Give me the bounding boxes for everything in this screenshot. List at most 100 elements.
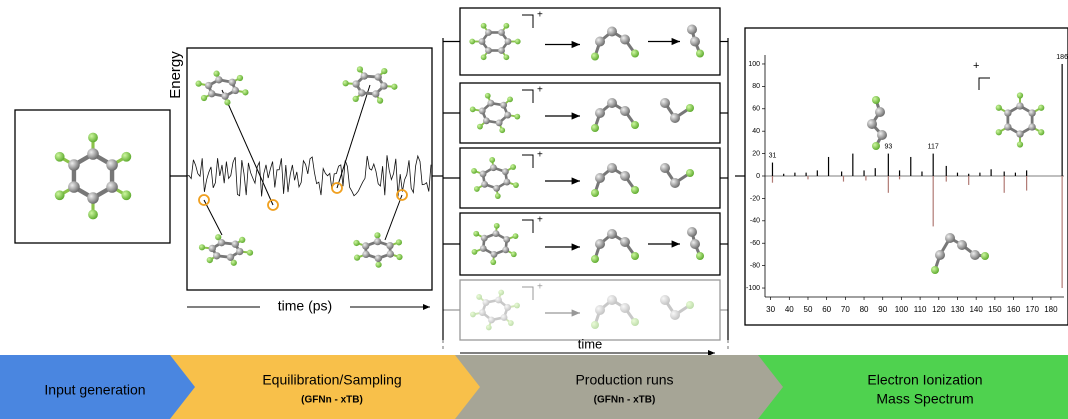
stage-arrow bbox=[758, 355, 1068, 419]
fluorine-atom bbox=[469, 38, 476, 45]
x-tick-label: 140 bbox=[969, 305, 983, 314]
fluorine-atom bbox=[121, 190, 132, 201]
panel bbox=[744, 27, 1068, 326]
x-tick-label: 120 bbox=[932, 305, 946, 314]
fluorine-atom bbox=[198, 244, 206, 251]
carbon-atom bbox=[386, 250, 394, 258]
fluorine-atom bbox=[484, 92, 491, 99]
bracket bbox=[522, 219, 534, 233]
fluorine-atom bbox=[1016, 92, 1024, 99]
molecule bbox=[195, 70, 249, 106]
peak-label: 186 bbox=[1056, 54, 1068, 61]
fragment bbox=[591, 163, 639, 197]
fluorine-atom bbox=[1016, 141, 1024, 148]
carbon-atom bbox=[374, 254, 383, 263]
carbon-atom bbox=[352, 80, 360, 88]
fluorine-atom bbox=[236, 74, 244, 82]
peak-label: 93 bbox=[884, 143, 892, 150]
x-tick-label: 70 bbox=[841, 305, 850, 314]
carbon-atom bbox=[501, 168, 509, 176]
carbon-atom bbox=[106, 181, 118, 193]
atom bbox=[607, 295, 617, 305]
x-tick-label: 130 bbox=[951, 305, 965, 314]
carbon-atom bbox=[373, 237, 382, 246]
fluorine-atom bbox=[469, 106, 476, 113]
atom bbox=[660, 98, 670, 108]
energy-trace bbox=[186, 154, 432, 197]
atom bbox=[620, 303, 630, 313]
fluorine-atom bbox=[473, 186, 480, 192]
atom bbox=[595, 305, 605, 315]
carbon-atom bbox=[487, 99, 495, 107]
carbon-atom bbox=[226, 253, 235, 261]
y-tick-label: 60 bbox=[752, 106, 760, 113]
atom bbox=[591, 321, 599, 329]
atom bbox=[595, 239, 605, 249]
x-tick-label: 100 bbox=[895, 305, 909, 314]
molecule bbox=[198, 234, 254, 266]
charge: + bbox=[537, 150, 543, 161]
x-tick-label: 80 bbox=[860, 305, 869, 314]
carbon-atom bbox=[1004, 123, 1012, 131]
atom bbox=[877, 130, 887, 140]
atom bbox=[945, 233, 955, 243]
carbon-atom bbox=[492, 230, 500, 238]
bracket bbox=[522, 286, 534, 300]
fluorine-atom bbox=[215, 234, 222, 241]
molecule bbox=[54, 132, 132, 220]
fluorine-atom bbox=[206, 256, 213, 264]
carbon-atom bbox=[221, 92, 229, 100]
atom bbox=[595, 108, 605, 118]
fragment bbox=[660, 98, 694, 123]
panel bbox=[459, 82, 721, 144]
peak-label: 31 bbox=[769, 152, 777, 159]
fluorine-atom bbox=[490, 259, 497, 266]
fluorine-atom bbox=[471, 168, 477, 174]
atom bbox=[620, 237, 630, 247]
carbon-atom bbox=[231, 240, 239, 248]
atom bbox=[670, 310, 680, 320]
molecule bbox=[469, 92, 521, 134]
axis-label: time bbox=[578, 336, 603, 351]
y-tick-label: -100 bbox=[746, 285, 760, 292]
panel bbox=[459, 7, 721, 76]
charge: + bbox=[537, 282, 543, 293]
y-tick-label: 0 bbox=[756, 173, 760, 180]
carbon-atom bbox=[386, 241, 394, 250]
atom bbox=[607, 229, 617, 239]
atom bbox=[631, 252, 639, 260]
stage-label: Production runs bbox=[575, 372, 673, 388]
y-tick-label: 100 bbox=[748, 61, 760, 68]
fluorine-atom bbox=[476, 294, 483, 300]
sample-marker bbox=[396, 189, 408, 201]
atom bbox=[696, 252, 704, 260]
fluorine-atom bbox=[514, 113, 521, 120]
fluorine-atom bbox=[470, 311, 476, 318]
fragment bbox=[687, 24, 704, 58]
carbon-atom bbox=[215, 76, 223, 84]
fluorine-atom bbox=[246, 249, 254, 256]
carbon-atom bbox=[478, 309, 486, 316]
axis-label: Energy bbox=[167, 51, 184, 99]
charge: + bbox=[537, 85, 543, 96]
fluorine-atom bbox=[494, 193, 501, 199]
carbon-atom bbox=[236, 247, 244, 256]
atom bbox=[686, 104, 694, 112]
carbon-atom bbox=[481, 180, 489, 188]
atom bbox=[867, 119, 877, 129]
carbon-atom bbox=[213, 252, 221, 260]
fluorine-atom bbox=[396, 253, 403, 261]
fragment bbox=[591, 229, 639, 263]
atom bbox=[935, 250, 945, 260]
atom bbox=[690, 239, 700, 249]
molecule bbox=[470, 289, 520, 331]
fluorine-atom bbox=[1038, 129, 1045, 136]
fluorine-atom bbox=[200, 94, 208, 102]
fluorine-atom bbox=[510, 251, 517, 258]
peak-label: 117 bbox=[928, 143, 939, 150]
atom bbox=[631, 186, 639, 194]
x-tick-label: 180 bbox=[1044, 305, 1058, 314]
carbon-atom bbox=[478, 38, 486, 45]
fluorine-atom bbox=[381, 67, 388, 75]
atom bbox=[631, 318, 639, 326]
